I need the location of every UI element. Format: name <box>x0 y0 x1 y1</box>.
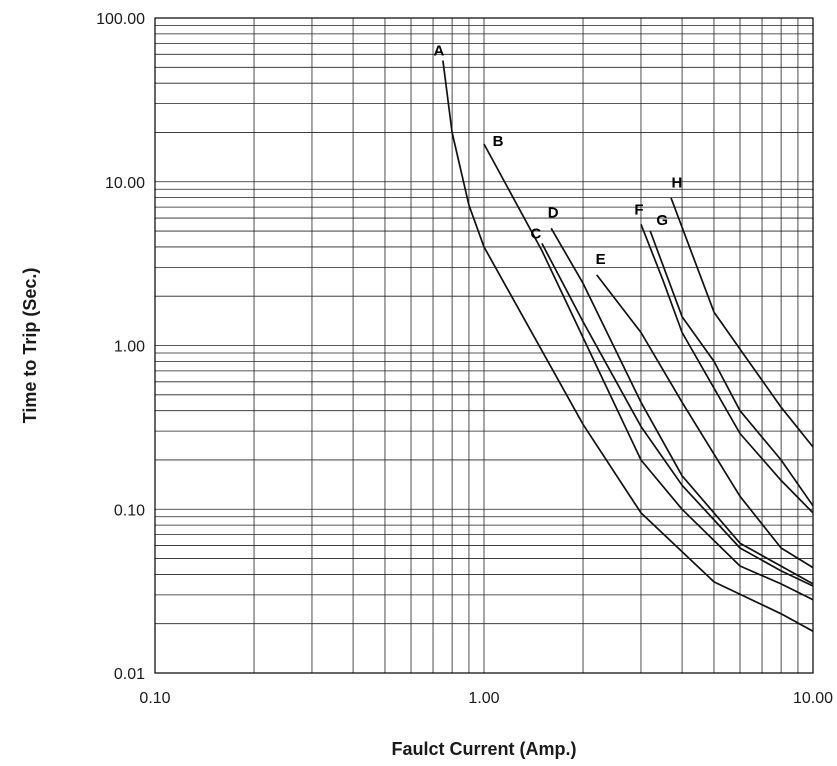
series-line-h <box>670 197 814 448</box>
labels-layer: A B CD E FG H <box>433 43 682 268</box>
plot-frame <box>154 17 814 674</box>
series-line-f <box>640 223 814 514</box>
series-label-h: H <box>672 175 683 192</box>
y-tick-label: 10.00 <box>105 175 145 192</box>
y-axis-title: Time to Trip (Sec.) <box>20 268 40 424</box>
series-line-e <box>596 274 814 569</box>
series-layer <box>442 60 814 632</box>
y-tick-label: 0.01 <box>114 666 145 683</box>
series-label-c: C <box>531 225 542 242</box>
series-line-c <box>541 243 814 587</box>
x-tick-label: 10.00 <box>793 690 833 707</box>
x-tick-label: 1.00 <box>468 690 499 707</box>
series-line-g <box>649 230 814 507</box>
y-tick-label: 1.00 <box>114 339 145 356</box>
series-line-a <box>442 60 814 632</box>
x-axis-ticks: 0.10 1.00 10.00 <box>139 690 833 707</box>
series-label-a: A <box>433 43 444 60</box>
series-label-g: G <box>656 212 668 229</box>
y-tick-label: 100.00 <box>96 11 145 28</box>
series-line-d <box>550 227 814 585</box>
series-label-e: E <box>596 251 606 268</box>
series-label-d: D <box>548 204 559 221</box>
x-axis-title: Faulct Current (Amp.) <box>391 739 576 759</box>
series-line-b <box>483 143 814 601</box>
grid <box>155 18 813 673</box>
y-axis-ticks: 0.01 0.10 1.00 10.00 100.00 <box>96 11 145 683</box>
y-tick-label: 0.10 <box>114 502 145 519</box>
series-label-b: B <box>493 133 504 150</box>
series-label-f: F <box>634 201 643 218</box>
x-tick-label: 0.10 <box>139 690 170 707</box>
